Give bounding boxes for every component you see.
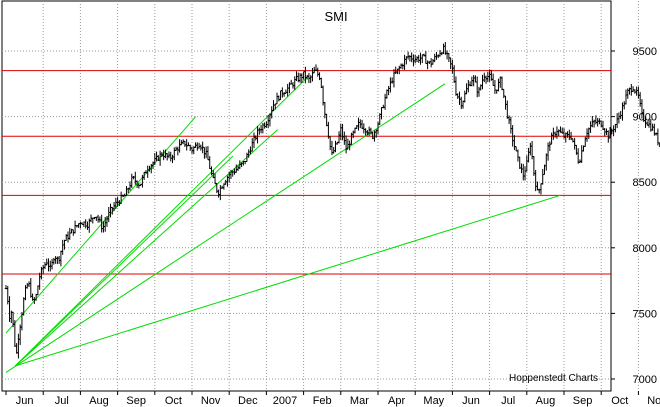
y-tick-label: 7500 [633,308,657,320]
x-tick-label: 2007 [273,395,297,407]
support-resistance-layer [2,70,611,275]
trendline [14,129,278,367]
trendline [5,83,446,373]
x-tick-label: Aug [536,395,556,407]
grid-layer [2,1,639,391]
x-tick-label: Aug [89,395,109,407]
axis-layer: Jun Jul Aug Sep Oct Nov Dec 2007 Feb Mar Apr May Jun… [5,46,660,407]
chart-credit: Hoppenstedt Charts [509,373,598,384]
trendline [14,76,308,367]
x-tick-label: Oct [165,395,182,407]
x-tick-label: Apr [388,395,405,407]
x-tick-label: Feb [313,395,332,407]
y-tick-label: 8000 [633,243,657,255]
x-tick-label: Nov [647,395,660,407]
x-tick-label: Oct [611,395,628,407]
chart-title: SMI [324,9,347,24]
x-tick-label: Mar [350,395,369,407]
y-tick-label: 9000 [633,112,657,124]
x-tick-label: May [423,395,444,407]
x-tick-label: Jul [501,395,515,407]
x-tick-label: Sep [126,395,146,407]
x-tick-label: Dec [238,395,258,407]
x-tick-label: Sep [573,395,593,407]
trendline-layer [5,76,561,373]
trendline [14,155,234,367]
x-tick-label: Nov [201,395,221,407]
x-tick-label: Jun [462,395,480,407]
price-series-layer [4,42,660,359]
y-tick-label: 8500 [633,177,657,189]
y-tick-label: 9500 [633,46,657,58]
y-tick-label: 7000 [633,374,657,386]
x-tick-label: Jul [55,395,69,407]
trendline [15,194,561,367]
plot-frame [1,0,612,392]
x-tick-label: Jun [16,395,34,407]
